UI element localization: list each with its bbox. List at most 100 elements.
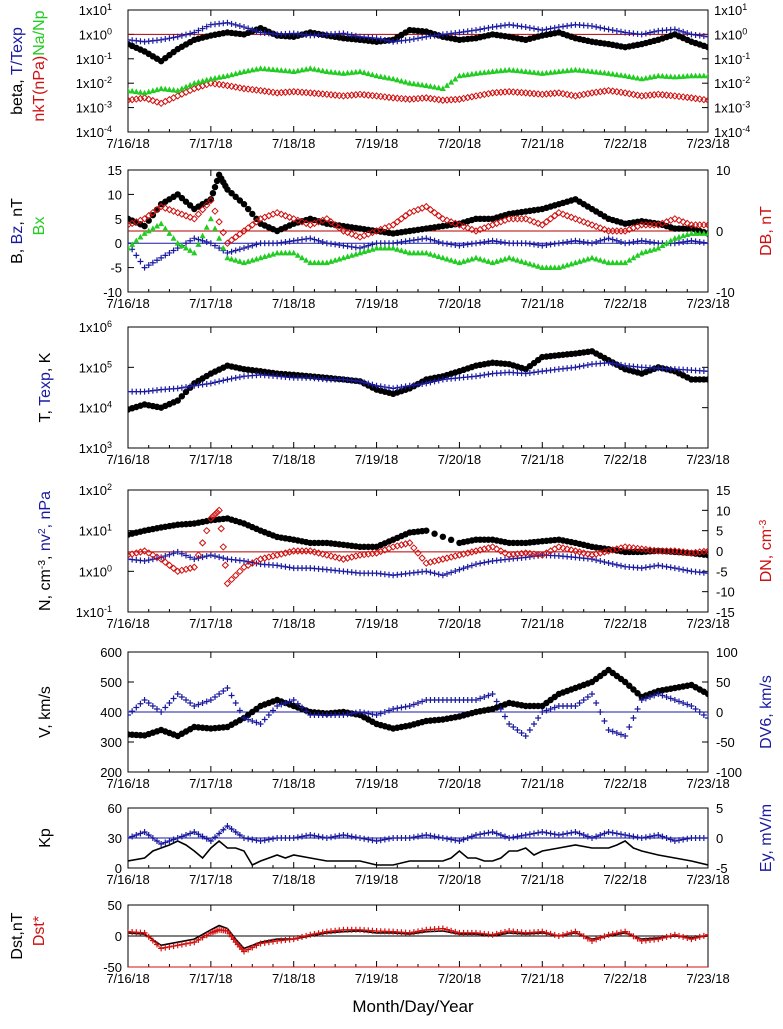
series-bx [128,215,708,270]
data-point [253,28,260,35]
x-tick-label: 7/23/18 [686,616,729,631]
data-point [232,233,240,241]
data-point [626,257,633,263]
data-point [361,69,368,76]
data-point [452,242,459,249]
data-point [502,67,508,73]
data-point [223,579,232,588]
data-point [448,241,455,248]
data-point [431,237,438,244]
data-point [588,221,596,229]
data-point [547,69,554,75]
data-point [700,95,708,104]
data-point [211,80,219,88]
data-point [688,237,695,244]
data-point [344,31,351,38]
y-tick-label: 1x100 [79,26,112,42]
data-point [241,24,247,31]
data-point [401,212,410,220]
data-point [439,240,446,247]
data-point [145,212,153,220]
data-point [191,235,198,242]
data-point [609,560,616,567]
data-point [303,235,310,242]
data-point [551,545,559,553]
data-point [256,86,265,95]
data-point [655,244,662,251]
x-tick-label: 7/18/18 [272,616,315,631]
y-tick-label: -10 [103,285,122,300]
data-point [178,85,185,92]
data-point [158,85,165,92]
data-point [518,67,525,74]
data-point [352,244,359,251]
data-point [659,242,666,249]
data-point [601,69,608,76]
data-point [431,570,438,577]
x-tick-label: 7/17/18 [189,616,232,631]
data-point [410,80,417,87]
data-point [692,238,699,245]
data-point [584,67,591,74]
data-point [335,554,343,562]
data-point [207,514,215,523]
data-point [427,83,434,89]
data-point [618,238,624,245]
data-point [618,361,624,368]
x-tick-label: 7/21/18 [521,616,564,631]
data-point [448,257,455,263]
data-point [605,26,612,33]
data-point [567,91,575,99]
data-point [580,218,588,226]
data-point [700,239,707,246]
data-point [311,259,318,266]
data-point [439,254,446,261]
data-point [663,240,670,246]
data-point [489,237,496,244]
x-tick-label: 7/19/18 [355,296,398,311]
x-tick-label: 7/16/18 [106,296,149,311]
data-point [191,29,198,36]
data-point [481,25,488,32]
data-point [161,558,169,566]
data-point [651,239,658,246]
data-point [427,250,434,257]
y-tick-label: 1x104 [79,400,112,416]
data-point [617,88,625,97]
data-point [580,67,587,74]
data-point [580,549,588,557]
y-tick-label: 0 [115,861,122,876]
data-point [481,257,488,263]
data-point [154,222,160,229]
data-point [290,249,297,256]
data-point [183,384,189,391]
data-point [195,27,202,34]
data-point [427,236,434,243]
data-point [332,241,339,248]
data-point [600,548,609,556]
data-point [717,240,723,246]
series-beta [128,24,723,65]
data-point [600,225,609,234]
x-tick-label: 7/19/18 [355,136,398,151]
data-point [290,237,297,244]
data-layer [128,348,708,413]
data-point [717,42,723,48]
data-point [526,260,533,267]
data-point [547,264,554,270]
data-point [452,75,459,82]
data-point [622,240,629,247]
data-point [323,551,331,559]
data-point [344,69,351,76]
data-point [216,245,223,252]
data-point [705,72,708,79]
data-point [626,73,633,80]
data-point [307,259,314,266]
data-point [526,68,533,75]
data-point [589,691,595,697]
data-point [257,721,264,727]
data-point [630,715,637,721]
data-point [170,695,177,702]
y-tick-label: 300 [100,735,122,750]
data-point [588,551,596,559]
